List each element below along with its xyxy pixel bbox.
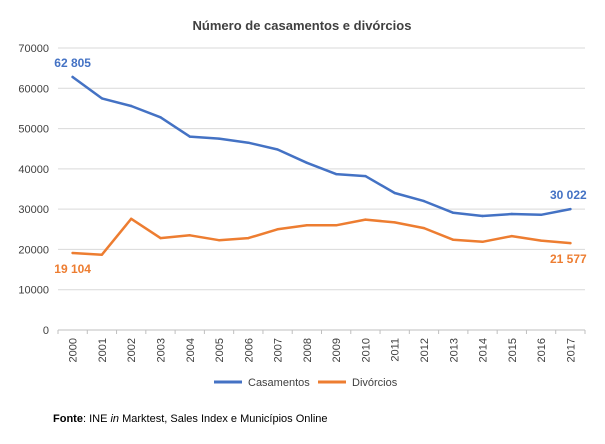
data-point	[159, 116, 162, 119]
y-axis-ticks: 0 10000 20000 30000 40000 50000 60000 70000	[18, 43, 49, 337]
data-point	[188, 135, 191, 138]
data-point	[305, 161, 309, 165]
x-tick-label: 2006	[243, 338, 255, 362]
data-point	[364, 174, 367, 178]
data-label-first: 62 805	[54, 56, 91, 70]
chart-title: Número de casamentos e divórcios	[193, 18, 412, 33]
data-point	[334, 224, 338, 227]
x-tick-label: 2002	[126, 338, 138, 362]
series-line-divórcios	[71, 217, 572, 256]
data-label-last: 21 577	[550, 252, 587, 266]
data-point	[510, 234, 514, 238]
data-point	[247, 141, 250, 144]
y-tick-label: 0	[43, 325, 49, 337]
data-point	[129, 217, 133, 221]
x-tick-label: 2004	[185, 338, 197, 362]
data-point	[305, 224, 309, 227]
data-point	[100, 253, 104, 256]
data-point	[539, 239, 543, 242]
series-line-casamentos	[71, 75, 572, 218]
x-tick-label: 2007	[273, 338, 285, 362]
data-label-last: 30 022	[550, 188, 587, 202]
data-point	[71, 251, 74, 255]
data-point	[569, 241, 572, 245]
y-tick-label: 60000	[18, 83, 49, 95]
x-tick-label: 2005	[214, 338, 226, 362]
x-axis-ticks: 2000 2001 2002 2003 2004 2005 2006 2007 2008 2009…	[57, 330, 586, 362]
data-point	[422, 226, 426, 230]
x-tick-label: 2016	[536, 338, 548, 362]
data-point	[334, 172, 338, 176]
data-point	[481, 214, 484, 218]
y-tick-label: 20000	[18, 244, 49, 256]
data-point	[276, 148, 279, 151]
data-label-first: 19 104	[54, 262, 91, 276]
source-label: Fonte	[53, 413, 83, 425]
data-point	[247, 236, 250, 240]
data-point	[100, 97, 104, 100]
x-tick-label: 2011	[390, 338, 402, 362]
gridlines	[58, 47, 585, 331]
source-suffix: Marktest, Sales Index e Municípios Onlin…	[119, 413, 328, 425]
data-point	[481, 240, 484, 243]
legend-entry: Divórcios	[352, 377, 398, 389]
x-tick-label: 2014	[478, 338, 490, 362]
x-tick-label: 2009	[331, 338, 343, 362]
data-point	[569, 207, 572, 211]
data-point	[510, 212, 514, 216]
data-point	[452, 211, 455, 214]
source-prefix: : INE	[82, 413, 111, 425]
x-tick-label: 2015	[507, 338, 519, 362]
data-point	[71, 75, 74, 79]
data-point	[217, 137, 221, 140]
y-tick-label: 40000	[18, 164, 49, 176]
data-point	[393, 221, 396, 224]
line-chart: Número de casamentos e divórcios 0 10000 2…	[18, 18, 587, 389]
x-tick-label: 2017	[565, 338, 577, 362]
series-lines	[71, 75, 572, 256]
y-tick-label: 70000	[18, 43, 49, 55]
x-tick-label: 2001	[97, 338, 109, 362]
y-tick-label: 50000	[18, 124, 49, 136]
legend-entry: Casamentos	[248, 377, 310, 389]
x-tick-label: 2013	[448, 338, 460, 362]
data-point	[159, 236, 162, 240]
data-point	[217, 238, 221, 242]
legend: Casamentos Divórcios	[214, 377, 398, 389]
y-tick-label: 10000	[18, 285, 49, 297]
data-point	[188, 234, 191, 237]
data-point	[422, 199, 426, 203]
x-tick-label: 2010	[360, 338, 372, 362]
data-point	[452, 238, 455, 241]
data-point	[393, 191, 396, 195]
data-point	[129, 104, 133, 108]
y-tick-label: 30000	[18, 204, 49, 216]
data-point	[364, 218, 367, 221]
source-italic: in	[110, 413, 120, 425]
data-point	[539, 213, 543, 216]
data-labels: 62 805 30 022 19 104 21 577	[54, 56, 587, 276]
x-tick-label: 2000	[68, 338, 80, 362]
x-tick-label: 2012	[419, 338, 431, 362]
x-tick-label: 2003	[155, 338, 167, 362]
data-point	[276, 228, 279, 231]
x-tick-label: 2008	[302, 338, 314, 362]
source-note: Fonte: INE in Marktest, Sales Index e Mu…	[53, 413, 328, 425]
